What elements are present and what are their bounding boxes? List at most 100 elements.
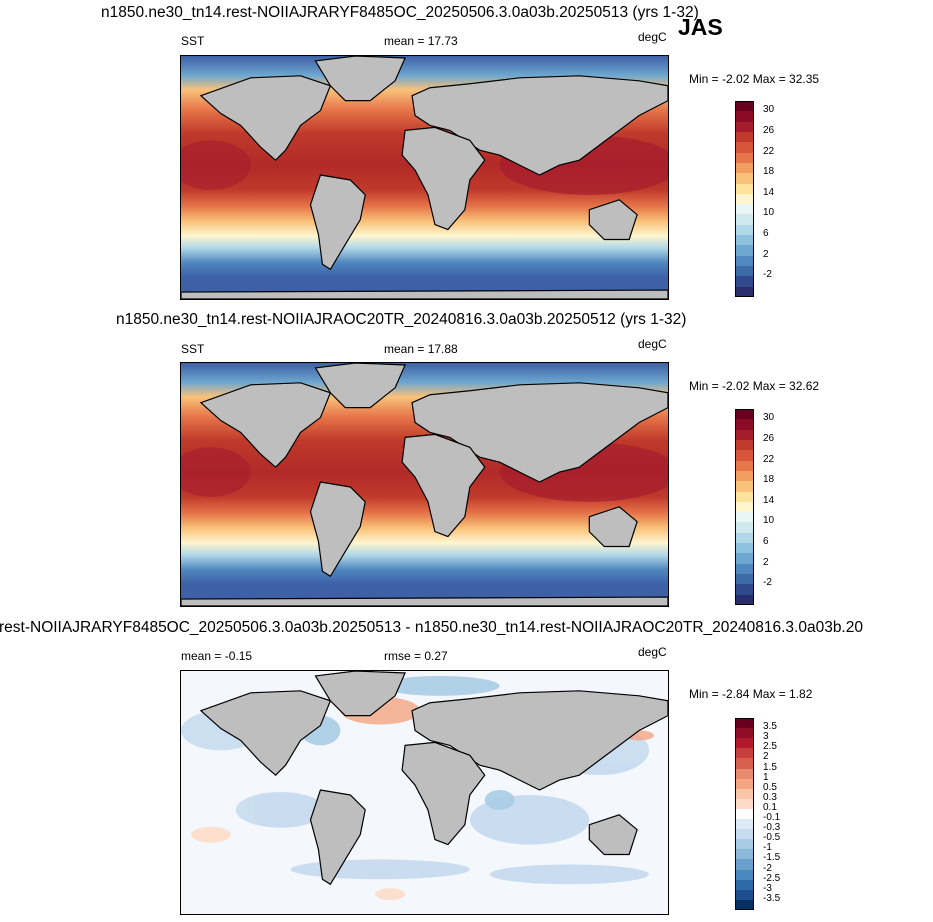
panel-3-minmax: Min = -2.84 Max = 1.82	[689, 687, 813, 701]
colorbar-label: 2	[763, 556, 769, 568]
colorbar-swatch	[735, 111, 754, 123]
season-label: JAS	[678, 14, 723, 40]
colorbar-label: -0.3	[763, 822, 781, 834]
colorbar-swatch	[735, 778, 754, 790]
panel-1-mean: mean = 17.73	[384, 34, 458, 48]
colorbar-label: -3.5	[763, 892, 781, 904]
colorbar-swatch	[735, 768, 754, 780]
colorbar-swatch	[735, 869, 754, 881]
colorbar-label: 30	[763, 412, 775, 424]
colorbar-swatch	[735, 859, 754, 871]
colorbar-swatch	[735, 594, 754, 606]
colorbar-swatch	[735, 758, 754, 769]
colorbar-label: 10	[763, 207, 775, 219]
panel-3-mean: mean = -0.15	[181, 649, 253, 663]
colorbar-label: 10	[763, 515, 775, 527]
colorbar-label: -2	[763, 577, 772, 589]
diff-map	[181, 671, 668, 914]
colorbar-swatch	[735, 532, 754, 544]
colorbar-label: 30	[763, 104, 775, 116]
colorbar-swatch	[735, 266, 754, 277]
colorbar-swatch	[735, 819, 754, 830]
colorbar-label: 14	[763, 494, 775, 506]
colorbar-swatch	[735, 889, 754, 901]
colorbar-swatch	[735, 788, 754, 800]
panel-1-map	[180, 55, 669, 300]
colorbar-label: -2	[763, 862, 772, 874]
colorbar-swatch	[735, 131, 754, 143]
colorbar-label: 18	[763, 166, 775, 178]
colorbar-swatch	[735, 839, 754, 850]
colorbar-swatch	[735, 419, 754, 431]
colorbar-swatch	[735, 543, 754, 554]
colorbar-swatch	[735, 718, 754, 729]
colorbar-swatch	[735, 491, 754, 503]
colorbar-swatch	[735, 204, 754, 215]
colorbar-swatch	[735, 286, 754, 298]
colorbar-swatch	[735, 808, 754, 820]
colorbar-label: 2	[763, 751, 769, 763]
colorbar-swatch	[735, 728, 754, 739]
colorbar-swatch	[735, 553, 754, 565]
colorbar-label: 1	[763, 771, 769, 783]
colorbar-swatch	[735, 829, 754, 840]
panel-1-colorbar: 30 26 22 18 14 10 6 2 -2	[735, 101, 815, 298]
panel-2-map	[180, 362, 669, 607]
colorbar-swatch	[735, 101, 754, 112]
colorbar-label: -2.5	[763, 872, 781, 884]
panel-3-title: rest-NOIIAJRARYF8485OC_20250506.3.0a03b.…	[0, 619, 863, 636]
colorbar-swatch	[735, 460, 754, 472]
colorbar-swatch	[735, 224, 754, 236]
colorbar-swatch	[735, 879, 754, 891]
colorbar-label: 26	[763, 432, 775, 444]
colorbar-label: 18	[763, 474, 775, 486]
colorbar-swatch	[735, 748, 754, 759]
colorbar-label: -3	[763, 882, 772, 894]
colorbar-label: 3	[763, 731, 769, 743]
colorbar-swatch	[735, 439, 754, 451]
sst-map-1	[181, 56, 668, 299]
colorbar-label: 22	[763, 145, 775, 157]
panel-2-minmax: Min = -2.02 Max = 32.62	[689, 379, 820, 393]
panel-3-rmse: rmse = 0.27	[384, 649, 448, 663]
colorbar-swatch	[735, 276, 754, 288]
colorbar-swatch	[735, 162, 754, 174]
colorbar-label: 3.5	[763, 721, 777, 733]
colorbar-swatch	[735, 183, 754, 195]
panel-3-colorbar: 3.5 3 2.5 2 1.5 1 0.5 0.3 0.1 -0.1 -0.3 -0.5 -1 -1.5-…	[735, 718, 815, 911]
panel-1-variable: SST	[181, 34, 205, 48]
colorbar-swatch	[735, 470, 754, 482]
colorbar-swatch	[735, 193, 754, 205]
colorbar-label: 26	[763, 124, 775, 136]
colorbar-label: 6	[763, 536, 769, 548]
colorbar-swatch	[735, 738, 754, 749]
colorbar-swatch	[735, 574, 754, 585]
panel-2-title: n1850.ne30_tn14.rest-NOIIAJRAOC20TR_2024…	[116, 311, 687, 328]
colorbar-label: 0.5	[763, 781, 777, 793]
panel-1-title: n1850.ne30_tn14.rest-NOIIAJRARYF8485OC_2…	[101, 4, 699, 21]
colorbar-label: 22	[763, 453, 775, 465]
panel-1-units: degC	[638, 30, 667, 44]
colorbar-swatch	[735, 501, 754, 513]
panel-2-variable: SST	[181, 342, 205, 356]
panel-2-mean: mean = 17.88	[384, 342, 458, 356]
colorbar-swatch	[735, 429, 754, 441]
colorbar-label: 6	[763, 228, 769, 240]
colorbar-label: -1	[763, 842, 772, 854]
colorbar-swatch	[735, 255, 754, 267]
colorbar-swatch	[735, 512, 754, 523]
panel-1-minmax: Min = -2.02 Max = 32.35	[689, 72, 820, 86]
colorbar-swatch	[735, 173, 754, 185]
panel-3-units: degC	[638, 645, 667, 659]
colorbar-label: 2	[763, 248, 769, 260]
colorbar-swatch	[735, 899, 754, 911]
sst-map-2	[181, 363, 668, 606]
colorbar-swatch	[735, 522, 754, 534]
colorbar-swatch	[735, 235, 754, 246]
colorbar-swatch	[735, 798, 754, 810]
colorbar-swatch	[735, 584, 754, 596]
colorbar-label: 14	[763, 186, 775, 198]
colorbar-label: -1.5	[763, 852, 781, 864]
colorbar-swatch	[735, 121, 754, 133]
colorbar-swatch	[735, 481, 754, 493]
